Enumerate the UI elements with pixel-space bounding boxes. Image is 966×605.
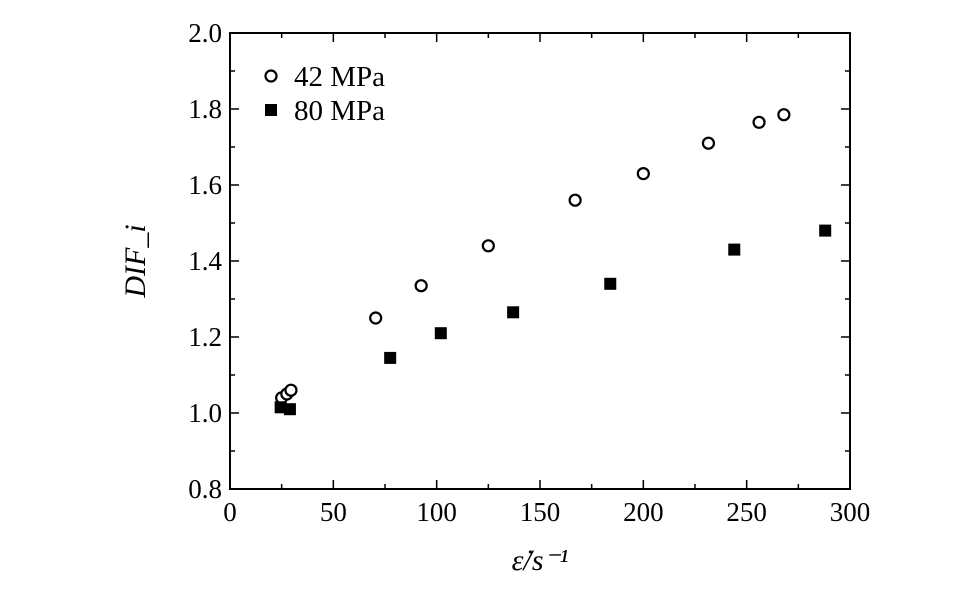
data-point-80mpa: [728, 243, 741, 256]
x-tick-label: 300: [830, 497, 871, 527]
data-points: [274, 108, 832, 416]
x-tick-label: 100: [416, 497, 457, 527]
data-point-42mpa: [414, 279, 428, 293]
legend-marker: [265, 104, 277, 116]
y-tick-label: 1.8: [188, 94, 222, 124]
data-point-42mpa: [777, 108, 791, 122]
data-point-80mpa: [434, 327, 447, 340]
y-tick-label: 1.6: [188, 170, 222, 200]
data-point-42mpa: [284, 383, 298, 397]
data-point-42mpa: [481, 239, 495, 253]
data-point-42mpa: [369, 311, 383, 325]
legend-marker: [264, 69, 278, 83]
data-point-42mpa: [636, 167, 650, 181]
y-tick-label: 1.4: [188, 246, 222, 276]
x-axis-title: ε̇/s⁻¹: [512, 544, 569, 577]
y-tick-label: 2.0: [188, 18, 222, 48]
y-tick-label: 0.8: [188, 474, 222, 504]
y-tick-label: 1.0: [188, 398, 222, 428]
y-tick-label: 1.2: [188, 322, 222, 352]
x-tick-label: 0: [223, 497, 237, 527]
data-point-80mpa: [507, 306, 520, 319]
data-point-80mpa: [283, 403, 296, 416]
y-axis-title: DIF_i: [119, 224, 152, 298]
x-tick-label: 200: [623, 497, 664, 527]
tick-labels: 0 50 100 150 200 250 300 0.8 1.0 1.2 1.4 1.6 1.8 2.0: [188, 18, 870, 527]
legend-label: 80 MPa: [294, 95, 385, 127]
data-point-42mpa: [752, 115, 766, 129]
data-point-42mpa: [568, 193, 582, 207]
data-point-80mpa: [604, 277, 617, 290]
data-point-42mpa: [701, 136, 716, 150]
x-tick-label: 250: [726, 497, 767, 527]
data-point-80mpa: [274, 401, 287, 414]
ticks: [229, 32, 851, 490]
data-point-80mpa: [819, 224, 832, 237]
data-point-80mpa: [384, 351, 397, 364]
x-tick-label: 50: [320, 497, 347, 527]
legend-label: 42 MPa: [294, 61, 385, 93]
x-tick-label: 150: [520, 497, 561, 527]
